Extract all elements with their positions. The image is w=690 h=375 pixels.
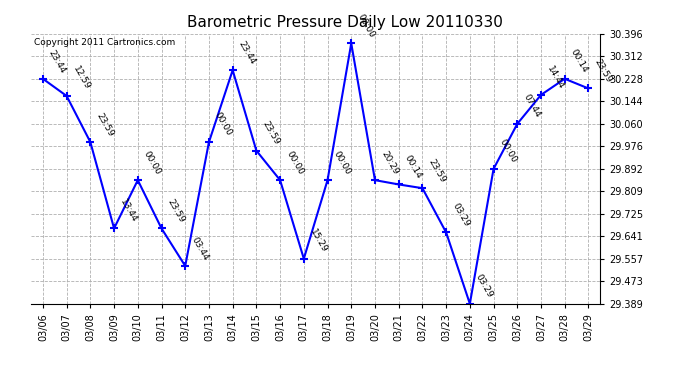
Text: 00:14: 00:14 xyxy=(569,48,589,75)
Text: 23:44: 23:44 xyxy=(47,48,68,75)
Text: 20:29: 20:29 xyxy=(379,149,400,176)
Text: 00:00: 00:00 xyxy=(332,149,353,176)
Text: 23:59: 23:59 xyxy=(426,157,447,184)
Text: 15:29: 15:29 xyxy=(308,228,328,255)
Text: Barometric Pressure Daily Low 20110330: Barometric Pressure Daily Low 20110330 xyxy=(187,15,503,30)
Text: 23:59: 23:59 xyxy=(166,198,186,224)
Text: 13:44: 13:44 xyxy=(118,198,139,224)
Text: 03:29: 03:29 xyxy=(451,201,471,228)
Text: 12:59: 12:59 xyxy=(71,65,92,92)
Text: 00:00: 00:00 xyxy=(284,149,305,176)
Text: 03:29: 03:29 xyxy=(474,273,495,300)
Text: 23:59: 23:59 xyxy=(593,57,613,84)
Text: 00:00: 00:00 xyxy=(497,138,518,165)
Text: 07:44: 07:44 xyxy=(522,93,542,120)
Text: 00:00: 00:00 xyxy=(142,149,163,176)
Text: 00:14: 00:14 xyxy=(403,153,424,180)
Text: 00:00: 00:00 xyxy=(355,12,376,39)
Text: 23:59: 23:59 xyxy=(95,111,115,138)
Text: 14:44: 14:44 xyxy=(545,64,566,91)
Text: 23:44: 23:44 xyxy=(237,39,257,66)
Text: Copyright 2011 Cartronics.com: Copyright 2011 Cartronics.com xyxy=(34,38,175,47)
Text: 00:00: 00:00 xyxy=(213,111,234,138)
Text: 03:44: 03:44 xyxy=(189,235,210,262)
Text: 23:59: 23:59 xyxy=(261,120,282,147)
